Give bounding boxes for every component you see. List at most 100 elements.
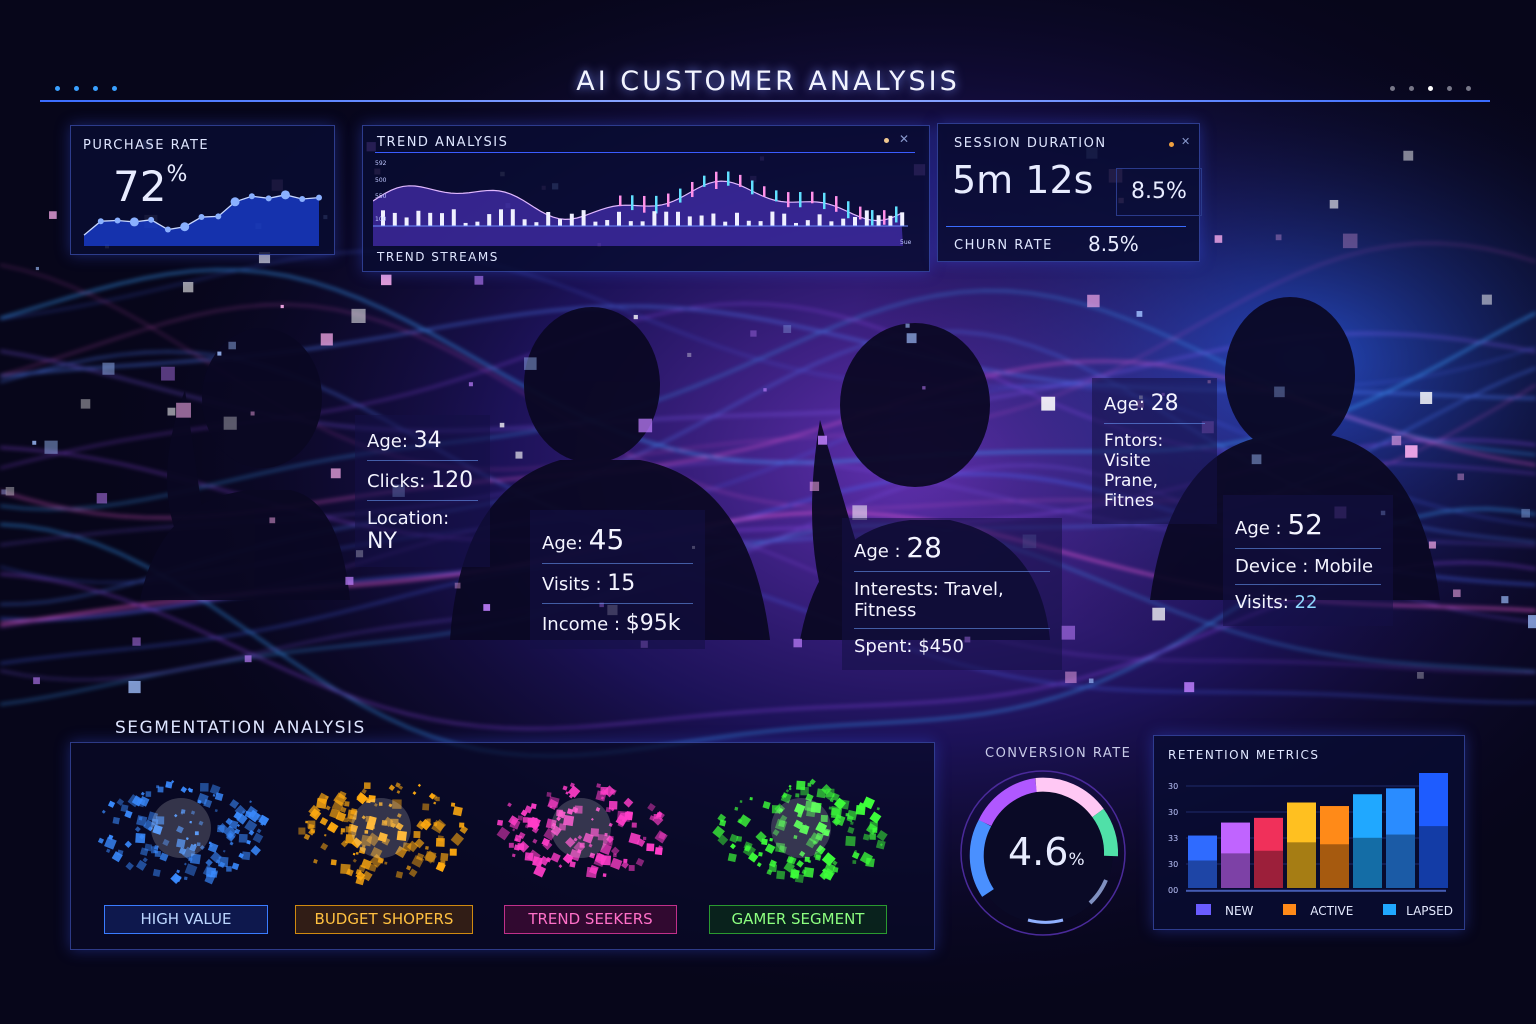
segment-particle [512, 828, 516, 832]
segment-particle [532, 838, 538, 844]
segment-particle [178, 847, 187, 855]
segment-particle [157, 786, 164, 793]
segment-particle [370, 846, 383, 859]
segment-trend-seekers[interactable]: TREND SEEKERS [504, 905, 677, 934]
particle [176, 402, 191, 418]
session-change-badge: 8.5% [1116, 168, 1202, 216]
particle [906, 333, 917, 344]
particle [922, 386, 926, 390]
segment-particle [793, 835, 798, 840]
collapse-icon[interactable]: ✕ [1181, 135, 1191, 148]
trend-volume-bar [794, 222, 798, 226]
segment-particle [558, 823, 567, 831]
segment-gamer[interactable]: GAMER SEGMENT [709, 905, 887, 934]
segment-particle [602, 873, 607, 878]
particle [1, 489, 7, 495]
particle [32, 440, 37, 445]
segment-particle [847, 826, 855, 834]
segment-particle [571, 806, 579, 814]
trend-area [373, 181, 903, 246]
card-row-visits: Visits : 15 [542, 564, 693, 604]
particle [1061, 625, 1076, 640]
segment-particle [208, 843, 214, 848]
customer-card-2[interactable]: Age: 45 Visits : 15 Income : $95k [530, 510, 705, 649]
retention-bar [1188, 835, 1217, 888]
trend-y-tick: 592 [375, 160, 387, 167]
segment-particle [538, 861, 543, 866]
segment-particle [316, 797, 328, 809]
segment-particle [326, 821, 339, 834]
segment-particle [198, 820, 204, 826]
segment-particle [805, 837, 817, 849]
sparkline-point [316, 194, 322, 201]
trend-volume-bar [900, 212, 905, 226]
segment-particle [550, 825, 562, 837]
legend-lapsed: LAPSED [1406, 904, 1453, 918]
segment-particle [415, 852, 425, 861]
segment-particle [188, 857, 193, 862]
trend-candle [751, 180, 754, 195]
customer-card-3[interactable]: Age : 28 Interests: Travel, Fitness Spen… [842, 518, 1062, 670]
retention-y-tick: 30 [1168, 808, 1178, 817]
particle [1329, 199, 1339, 209]
segment-particle [366, 832, 381, 847]
particle [1251, 454, 1262, 465]
retention-y-tick: 33 [1168, 834, 1178, 843]
trend-volume-bar [593, 221, 598, 226]
segment-particle [189, 820, 192, 824]
segment-particle [822, 868, 827, 874]
segment-particle [600, 796, 605, 800]
retention-bar [1353, 794, 1382, 888]
trend-volume-bar [864, 210, 869, 226]
purchase-rate-panel: PURCHASE RATE 72% [70, 125, 335, 255]
header-divider [40, 100, 1490, 102]
trend-volume-bar [499, 209, 503, 226]
segment-particle [602, 834, 614, 846]
segment-particle [768, 863, 778, 873]
trend-candle [619, 195, 622, 207]
card-row-income: Income : $95k [542, 611, 681, 636]
trend-volume-bar [463, 222, 468, 226]
trend-volume-bar [676, 211, 680, 226]
segment-particle [832, 860, 838, 866]
segment-budget-shoppers[interactable]: BUDGET SHOPERS [295, 905, 473, 934]
trend-volume-bar [758, 221, 763, 226]
segment-particle [124, 840, 132, 848]
segment-particle [136, 798, 146, 808]
customer-card-5[interactable]: Age : 52 Device : Mobile Visits: 22 [1223, 495, 1393, 626]
segment-particle [545, 818, 557, 830]
card-row-age: Age : 28 [854, 524, 1050, 572]
trend-volume-bar [546, 211, 551, 226]
segment-particle [785, 789, 790, 793]
particle [1274, 386, 1285, 398]
retention-bar-shade [1221, 853, 1250, 888]
particle [49, 211, 57, 219]
legend-swatch-lapsed [1383, 904, 1397, 915]
segment-particle [736, 835, 743, 842]
customer-card-4[interactable]: Age: 28 Fntors: Visite Prane, Fitnes [1092, 378, 1217, 524]
segment-particle [744, 847, 748, 852]
segment-particle [238, 833, 248, 843]
segment-particle [846, 809, 858, 821]
segment-particle [851, 851, 860, 860]
segment-particle [308, 804, 321, 818]
segment-particle [558, 864, 563, 869]
segment-particle [794, 873, 805, 884]
collapse-icon[interactable]: ✕ [899, 132, 910, 146]
segment-particle [154, 850, 161, 857]
segment-particle [231, 862, 240, 871]
segment-particle [775, 842, 786, 853]
segment-particle [194, 831, 199, 836]
trend-volume-bar [746, 220, 751, 226]
segment-high-value[interactable]: HIGH VALUE [104, 905, 268, 934]
customer-card-1[interactable]: Age: 34 Clicks: 120 Location: NY [355, 415, 490, 567]
segment-particle [218, 861, 226, 868]
segment-particle [524, 805, 533, 814]
segment-particle [764, 843, 776, 854]
particle [223, 416, 237, 430]
status-dot-icon [884, 138, 889, 143]
segment-particle [180, 786, 188, 793]
segment-particle [187, 787, 192, 792]
trend-volume-bar [451, 209, 456, 226]
particle [320, 333, 333, 346]
